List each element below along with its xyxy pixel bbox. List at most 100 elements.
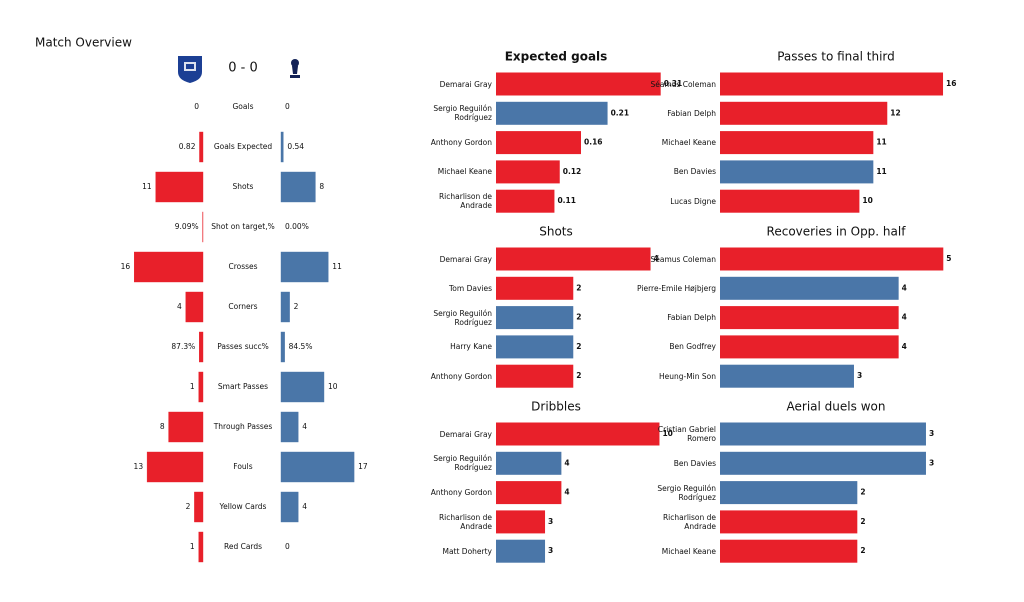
value-label: 4: [302, 422, 307, 431]
value-label: 2: [860, 488, 865, 497]
category-label-box: Demarai Gray: [439, 429, 492, 439]
value-label: 11: [142, 182, 152, 191]
value-label: 1: [190, 542, 195, 551]
score: 0 - 0: [228, 61, 258, 76]
category-label-box: Heung-Min Son: [659, 372, 716, 381]
value-label: 3: [929, 458, 934, 467]
value-label: 3: [548, 517, 553, 526]
chart-title: Passes to final third: [777, 50, 895, 64]
category-label-box: Michael Keane: [661, 138, 716, 148]
value-label: 3: [929, 429, 934, 438]
category-label-box: Fabian Delph: [667, 109, 716, 118]
category-label: Ben Godfrey: [669, 342, 716, 352]
value-label: 2: [576, 313, 581, 322]
bar: [496, 306, 574, 330]
value-label: 1: [190, 382, 195, 391]
category-label: Richarlison de Andrade: [438, 192, 492, 211]
value-label: 4: [177, 302, 182, 311]
bar: [280, 131, 284, 163]
value-label: 4: [564, 458, 569, 467]
category-label-box: Séamus Coleman: [650, 255, 716, 264]
bar: [280, 451, 355, 483]
category-label: Demarai Gray: [439, 254, 492, 264]
category-label-box: Matt Doherty: [442, 546, 492, 556]
bar: [198, 371, 204, 403]
category-label-box: Ben Godfrey: [669, 342, 716, 352]
bar: [280, 411, 299, 443]
value-label: 11: [876, 167, 886, 176]
value-label: 16: [121, 262, 131, 271]
bar: [280, 291, 290, 323]
bar: [198, 531, 204, 563]
bar: [280, 171, 316, 203]
bar: [720, 364, 854, 388]
category-label: Michael Keane: [661, 138, 716, 148]
bar: [720, 306, 899, 330]
category-label-box: Sergio Reguilón Rodríguez: [433, 308, 492, 327]
bar: [280, 371, 325, 403]
bar: [720, 539, 858, 563]
category-label-box: Ben Davies: [673, 167, 716, 177]
category-label: Richarlison de Andrade: [662, 512, 716, 531]
value-label: 87.3%: [171, 342, 195, 351]
bar: [146, 451, 204, 483]
value-label: 2: [860, 517, 865, 526]
category-label: Michael Keane: [437, 167, 492, 177]
bar: [496, 72, 661, 96]
bar: [720, 101, 888, 125]
value-label: 2: [294, 302, 299, 311]
value-label: 10: [328, 382, 338, 391]
bar: [199, 331, 204, 363]
bar: [185, 291, 204, 323]
category-label-box: Séamus Coleman: [650, 80, 716, 89]
value-label: 4: [302, 502, 307, 511]
category-label: Anthony Gordon: [430, 371, 492, 381]
chart-title: Aerial duels won: [787, 400, 886, 414]
value-label: 5: [946, 254, 951, 263]
value-label: 0.82: [179, 142, 196, 151]
bar: [133, 251, 204, 283]
category-label-box: Anthony Gordon: [431, 488, 492, 497]
bar: [720, 510, 858, 534]
value-label: 0.00%: [285, 222, 309, 231]
category-label-box: Richarlison de Andrade: [662, 512, 716, 531]
category-label-box: Richarlison de Andrade: [439, 513, 492, 531]
stat-label: Shot on target,%: [211, 222, 274, 231]
value-label: 2: [576, 283, 581, 292]
value-label: 0: [285, 102, 290, 111]
value-label: 10: [862, 196, 872, 205]
value-label: 11: [876, 138, 886, 147]
bar: [496, 364, 574, 388]
stat-label: Smart Passes: [218, 382, 268, 391]
bar: [720, 276, 899, 300]
value-label: 0.11: [557, 196, 576, 205]
bar: [496, 422, 660, 446]
value-label: 10: [662, 429, 672, 438]
stat-label: Goals: [233, 102, 254, 111]
value-label: 16: [946, 79, 956, 88]
bar: [496, 451, 562, 475]
category-label-box: Anthony Gordon: [431, 138, 492, 147]
category-label-box: Harry Kane: [450, 342, 492, 351]
value-label: 11: [332, 262, 342, 271]
category-label: Ben Davies: [673, 167, 716, 177]
bar: [168, 411, 204, 443]
category-label-box: Demarai Gray: [439, 79, 492, 89]
value-label: 8: [160, 422, 165, 431]
value-label: 17: [358, 462, 368, 471]
value-label: 0.16: [584, 138, 603, 147]
category-label: Demarai Gray: [439, 429, 492, 439]
category-label: Sergio Reguilón Rodríguez: [433, 308, 492, 327]
category-label: Demarai Gray: [439, 79, 492, 89]
category-label: Sergio Reguilón Rodríguez: [433, 104, 492, 123]
bar: [155, 171, 204, 203]
chart-title: Recoveries in Opp. half: [767, 225, 907, 239]
category-label: Matt Doherty: [442, 546, 492, 556]
bar: [720, 481, 858, 505]
stat-label: Crosses: [228, 262, 257, 271]
bar: [720, 189, 860, 213]
category-label-box: Sergio Reguilón Rodríguez: [433, 454, 492, 472]
bar: [720, 247, 944, 271]
bar: [720, 335, 899, 359]
